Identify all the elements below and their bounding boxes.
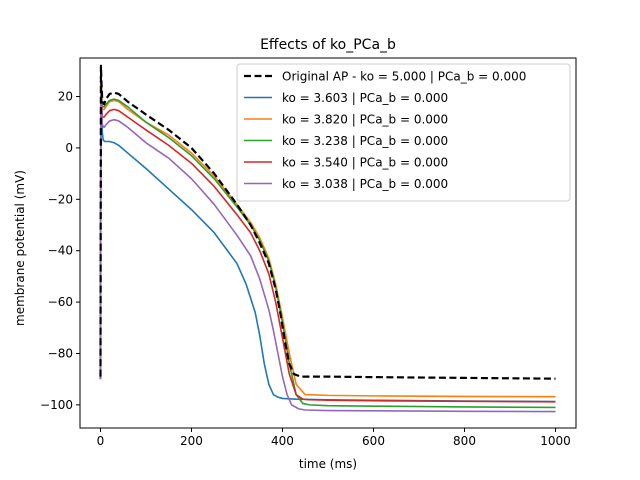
- y-tick-label-0: −100: [40, 398, 73, 412]
- y-tick-label-2: −60: [48, 295, 73, 309]
- legend-label-3: ko = 3.238 | PCa_b = 0.000: [282, 134, 448, 148]
- legend-box: [236, 63, 571, 202]
- legend-label-5: ko = 3.038 | PCa_b = 0.000: [282, 177, 448, 191]
- y-tick-label-1: −80: [48, 346, 73, 360]
- legend-label-0: Original AP - ko = 5.000 | PCa_b = 0.000: [282, 70, 526, 84]
- y-tick-label-3: −40: [48, 244, 73, 258]
- series-group: [99, 64, 556, 413]
- axes: 0 200 400 600 800 1000 −100 −80 −60 −40 −20 0 20: [40, 57, 577, 448]
- plot-area: [99, 64, 556, 413]
- y-tick-label-6: 20: [58, 90, 73, 104]
- x-tick-label-0: 0: [97, 434, 105, 448]
- x-tick-label-1: 200: [180, 434, 203, 448]
- legend-label-4: ko = 3.540 | PCa_b = 0.000: [282, 156, 448, 170]
- chart-title: Effects of ko_PCa_b: [260, 37, 396, 53]
- y-axis-label: membrane potential (mV): [13, 170, 27, 326]
- x-tick-label-5: 1000: [540, 434, 571, 448]
- series-line-2: [99, 67, 556, 398]
- legend: Original AP - ko = 5.000 | PCa_b = 0.000…: [236, 63, 571, 202]
- y-tick-label-5: 0: [65, 141, 73, 155]
- series-line-4: [99, 67, 556, 403]
- x-tick-label-2: 400: [271, 434, 294, 448]
- series-line-5: [99, 70, 556, 413]
- x-tick-label-4: 800: [453, 434, 476, 448]
- x-axis-label: time (ms): [299, 457, 357, 471]
- legend-label-2: ko = 3.820 | PCa_b = 0.000: [282, 113, 448, 127]
- series-line-3: [99, 70, 556, 409]
- series-line-0: [99, 64, 556, 380]
- legend-label-1: ko = 3.603 | PCa_b = 0.000: [282, 91, 448, 105]
- x-tick-label-3: 600: [362, 434, 385, 448]
- y-tick-label-4: −20: [48, 192, 73, 206]
- axes-frame: [79, 57, 577, 429]
